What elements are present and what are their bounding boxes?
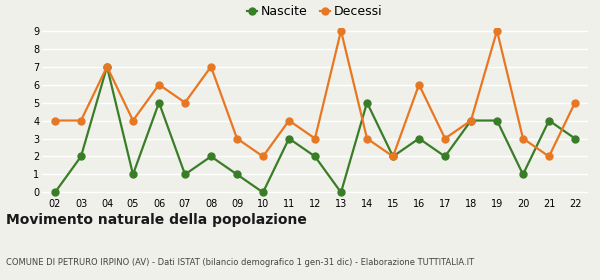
Decessi	[415, 83, 422, 86]
Nascite	[442, 155, 449, 158]
Nascite	[155, 101, 163, 104]
Line: Nascite: Nascite	[52, 63, 578, 196]
Decessi	[155, 83, 163, 86]
Decessi	[571, 101, 578, 104]
Nascite	[103, 65, 110, 68]
Nascite	[520, 173, 527, 176]
Decessi	[545, 155, 553, 158]
Decessi	[467, 119, 475, 122]
Nascite	[467, 119, 475, 122]
Nascite	[130, 173, 137, 176]
Nascite	[311, 155, 319, 158]
Nascite	[286, 137, 293, 140]
Decessi	[130, 119, 137, 122]
Text: Movimento naturale della popolazione: Movimento naturale della popolazione	[6, 213, 307, 227]
Text: COMUNE DI PETRURO IRPINO (AV) - Dati ISTAT (bilancio demografico 1 gen-31 dic) -: COMUNE DI PETRURO IRPINO (AV) - Dati IST…	[6, 258, 474, 267]
Nascite	[389, 155, 397, 158]
Decessi	[181, 101, 188, 104]
Nascite	[52, 191, 59, 194]
Nascite	[208, 155, 215, 158]
Nascite	[415, 137, 422, 140]
Decessi	[520, 137, 527, 140]
Nascite	[337, 191, 344, 194]
Decessi	[208, 65, 215, 68]
Decessi	[389, 155, 397, 158]
Nascite	[364, 101, 371, 104]
Decessi	[52, 119, 59, 122]
Decessi	[77, 119, 85, 122]
Line: Decessi: Decessi	[52, 27, 578, 160]
Nascite	[181, 173, 188, 176]
Nascite	[233, 173, 241, 176]
Decessi	[103, 65, 110, 68]
Decessi	[233, 137, 241, 140]
Decessi	[311, 137, 319, 140]
Decessi	[442, 137, 449, 140]
Decessi	[259, 155, 266, 158]
Decessi	[493, 29, 500, 32]
Nascite	[77, 155, 85, 158]
Nascite	[545, 119, 553, 122]
Legend: Nascite, Decessi: Nascite, Decessi	[247, 5, 383, 18]
Nascite	[493, 119, 500, 122]
Decessi	[337, 29, 344, 32]
Nascite	[259, 191, 266, 194]
Decessi	[286, 119, 293, 122]
Nascite	[571, 137, 578, 140]
Decessi	[364, 137, 371, 140]
